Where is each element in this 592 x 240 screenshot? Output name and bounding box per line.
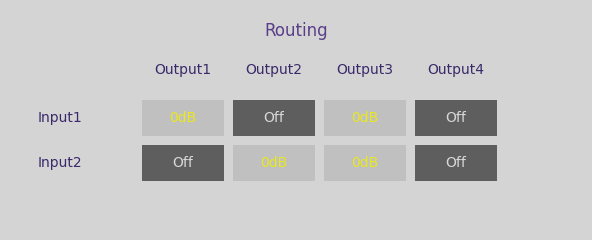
Text: Off: Off (172, 156, 194, 170)
FancyBboxPatch shape (324, 100, 406, 136)
Text: 0dB: 0dB (169, 111, 197, 125)
Text: Off: Off (446, 111, 466, 125)
Text: 0dB: 0dB (260, 156, 288, 170)
FancyBboxPatch shape (324, 145, 406, 181)
FancyBboxPatch shape (233, 145, 315, 181)
Text: Output1: Output1 (155, 63, 211, 77)
Text: Routing: Routing (264, 22, 328, 40)
Text: 0dB: 0dB (352, 111, 379, 125)
FancyBboxPatch shape (415, 145, 497, 181)
Text: Input2: Input2 (38, 156, 82, 170)
Text: Off: Off (446, 156, 466, 170)
Text: Output2: Output2 (246, 63, 303, 77)
Text: Off: Off (263, 111, 284, 125)
FancyBboxPatch shape (142, 145, 224, 181)
FancyBboxPatch shape (415, 100, 497, 136)
Text: Output3: Output3 (336, 63, 394, 77)
Text: 0dB: 0dB (352, 156, 379, 170)
FancyBboxPatch shape (233, 100, 315, 136)
Text: Input1: Input1 (38, 111, 82, 125)
FancyBboxPatch shape (142, 100, 224, 136)
Text: Output4: Output4 (427, 63, 484, 77)
